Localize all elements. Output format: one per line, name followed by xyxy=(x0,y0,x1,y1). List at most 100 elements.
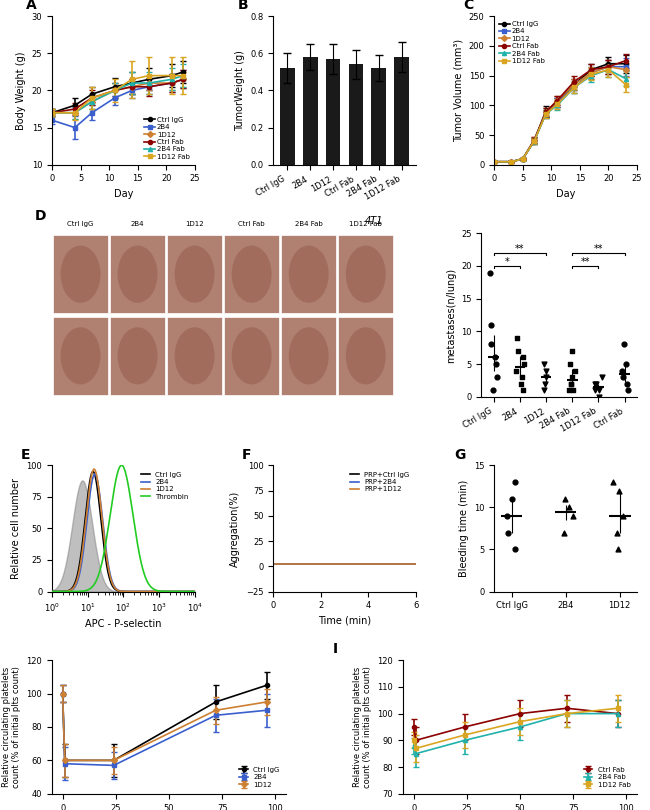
Y-axis label: metastases(n/lung): metastases(n/lung) xyxy=(446,267,456,363)
Bar xyxy=(326,59,341,164)
Ellipse shape xyxy=(231,327,272,385)
Text: E: E xyxy=(21,448,30,462)
PRP+2B4 xyxy=(352,560,360,569)
Text: **: ** xyxy=(515,244,525,254)
PRP+Ctrl IgG xyxy=(400,560,408,569)
Point xyxy=(519,357,529,370)
Point xyxy=(614,484,624,497)
Point xyxy=(541,371,551,384)
Point xyxy=(569,364,580,377)
Bar xyxy=(111,317,165,395)
Point xyxy=(616,364,627,377)
PRP+2B4 xyxy=(305,560,313,569)
Text: Ctrl IgG: Ctrl IgG xyxy=(68,221,94,227)
PRP+Ctrl IgG xyxy=(388,560,396,569)
PRP+1D12 xyxy=(269,560,277,569)
Point xyxy=(566,377,577,390)
Text: 4T1: 4T1 xyxy=(365,215,383,225)
PRP+Ctrl IgG xyxy=(341,560,348,569)
Text: Ctrl Fab: Ctrl Fab xyxy=(239,221,265,227)
Point xyxy=(568,509,578,522)
Bar xyxy=(339,317,393,395)
Point xyxy=(560,492,571,505)
Point xyxy=(502,509,512,522)
PRP+2B4 xyxy=(376,560,384,569)
Point xyxy=(540,364,551,377)
PRP+1D12 xyxy=(305,560,313,569)
Point xyxy=(621,357,631,370)
Bar xyxy=(111,235,165,313)
Point xyxy=(612,526,622,539)
Bar xyxy=(372,68,386,164)
Point xyxy=(619,338,629,351)
PRP+1D12 xyxy=(400,560,408,569)
Legend: Ctrl IgG, 2B4, 1D12, Ctrl Fab, 2B4 Fab, 1D12 Fab: Ctrl IgG, 2B4, 1D12, Ctrl Fab, 2B4 Fab, … xyxy=(143,116,191,161)
PRP+1D12 xyxy=(388,560,396,569)
Legend: Ctrl IgG, 2B4, 1D12: Ctrl IgG, 2B4, 1D12 xyxy=(237,764,283,791)
PRP+1D12 xyxy=(317,560,324,569)
Point xyxy=(538,384,549,397)
PRP+Ctrl IgG xyxy=(281,560,289,569)
Y-axis label: Relative cell number: Relative cell number xyxy=(11,478,21,579)
Ellipse shape xyxy=(175,245,215,303)
Point xyxy=(488,384,498,397)
PRP+Ctrl IgG xyxy=(365,560,372,569)
Point xyxy=(485,266,495,279)
Point xyxy=(515,377,526,390)
Point xyxy=(503,526,514,539)
Text: 2B4 Fab: 2B4 Fab xyxy=(295,221,322,227)
PRP+1D12 xyxy=(329,560,337,569)
PRP+2B4 xyxy=(317,560,324,569)
Ellipse shape xyxy=(175,327,215,385)
Point xyxy=(564,384,575,397)
Bar xyxy=(53,317,108,395)
PRP+Ctrl IgG xyxy=(293,560,301,569)
Ellipse shape xyxy=(346,327,385,385)
PRP+1D12 xyxy=(376,560,384,569)
X-axis label: Time (min): Time (min) xyxy=(318,616,371,626)
Point xyxy=(597,371,607,384)
Y-axis label: Aggregation(%): Aggregation(%) xyxy=(230,490,240,566)
Text: D: D xyxy=(35,209,46,224)
Point xyxy=(540,377,550,390)
Point xyxy=(510,543,520,556)
Point xyxy=(618,509,629,522)
Bar xyxy=(348,65,363,164)
Text: A: A xyxy=(26,0,37,12)
Point xyxy=(565,357,575,370)
Text: 2B4: 2B4 xyxy=(131,221,144,227)
Ellipse shape xyxy=(346,245,385,303)
Text: B: B xyxy=(237,0,248,12)
PRP+1D12 xyxy=(293,560,301,569)
Text: **: ** xyxy=(593,244,603,254)
Point xyxy=(567,344,578,357)
Y-axis label: TumorWeight (g): TumorWeight (g) xyxy=(235,50,244,131)
Ellipse shape xyxy=(118,245,157,303)
Bar xyxy=(303,57,317,164)
X-axis label: APC - P-selectin: APC - P-selectin xyxy=(85,619,162,629)
Point xyxy=(510,475,521,488)
PRP+1D12 xyxy=(365,560,372,569)
Point xyxy=(564,501,574,514)
Bar xyxy=(224,235,279,313)
X-axis label: Day: Day xyxy=(556,189,575,199)
Point xyxy=(517,384,528,397)
Point xyxy=(613,543,623,556)
Point xyxy=(517,351,528,364)
Point xyxy=(594,390,604,403)
Point xyxy=(516,371,526,384)
Point xyxy=(486,318,496,331)
PRP+Ctrl IgG xyxy=(412,560,420,569)
Text: 1D12: 1D12 xyxy=(185,221,204,227)
PRP+Ctrl IgG xyxy=(269,560,277,569)
Point xyxy=(486,338,496,351)
Point xyxy=(540,357,550,370)
Y-axis label: Relative circulating platelets
count (% of initial plts count): Relative circulating platelets count (% … xyxy=(352,666,372,788)
Bar xyxy=(280,68,294,164)
Point xyxy=(566,377,576,390)
Point xyxy=(590,384,600,397)
PRP+2B4 xyxy=(341,560,348,569)
Point xyxy=(622,377,632,390)
PRP+2B4 xyxy=(412,560,420,569)
PRP+2B4 xyxy=(281,560,289,569)
